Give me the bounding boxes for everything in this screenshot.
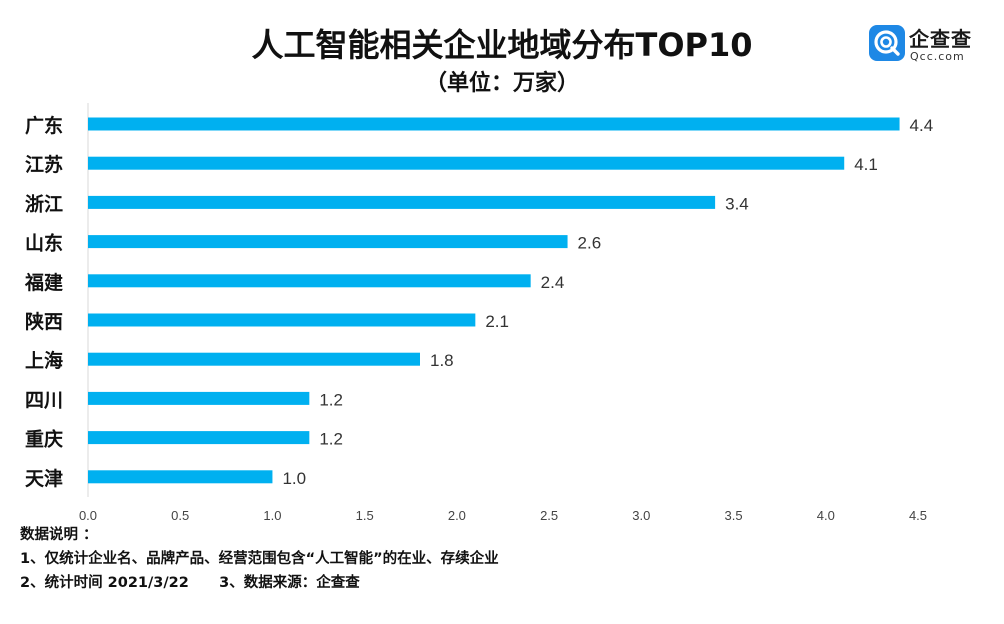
x-tick-label: 1.5 [356,508,374,523]
chart-title: 人工智能相关企业地域分布TOP10 [251,26,753,64]
data-label: 3.4 [725,194,749,213]
category-label: 江苏 [25,153,63,176]
data-label: 1.0 [282,469,306,488]
bar-chart: 广东 4.4 江苏 4.1 浙江 3.4 山东 2.6 福建 2.4 陕西 2.1 上海 1.8 四川 1.2… [24,103,934,523]
qcc-logo: 企查查 Qcc.com [869,22,979,66]
category-label: 陕西 [25,310,63,333]
x-tick-label: 3.5 [725,508,743,523]
data-label: 2.1 [485,312,509,331]
logo-domain: Qcc.com [910,50,965,63]
bar [88,352,420,366]
category-label: 福建 [24,271,63,294]
data-label: 1.2 [319,430,343,449]
category-label: 天津 [25,467,63,490]
x-tick-label: 0.0 [79,508,97,523]
category-label: 山东 [25,232,63,255]
x-tick-label: 3.0 [632,508,650,523]
data-label: 2.6 [578,234,602,253]
data-label: 4.1 [854,155,878,174]
x-tick-label: 1.0 [263,508,281,523]
data-label: 2.4 [541,273,565,292]
bar [88,431,310,445]
bar [88,117,900,131]
category-label: 浙江 [25,192,63,215]
category-label: 广东 [25,114,63,137]
data-label: 4.4 [910,116,934,135]
x-tick-label: 4.5 [909,508,927,523]
x-tick-label: 2.0 [448,508,466,523]
bar [88,313,476,327]
notes-heading: 数据说明 ： [20,527,98,543]
x-tick-label: 2.5 [540,508,558,523]
x-tick-label: 4.0 [817,508,835,523]
bar [88,235,568,249]
data-label: 1.2 [319,390,343,409]
bar [88,274,531,288]
notes-line-1: 1、仅统计企业名、品牌产品、经营范围包含“人工智能”的在业、存续企业 [20,551,499,567]
data-notes: 数据说明 ： 1、仅统计企业名、品牌产品、经营范围包含“人工智能”的在业、存续企… [20,523,499,595]
qcc-logo-icon [869,25,905,61]
bar [88,391,310,405]
bar [88,156,845,170]
chart-subtitle: （单位：万家） [424,71,579,96]
data-label: 1.8 [430,351,454,370]
notes-line-2: 2、统计时间 2021/3/22 3、数据来源：企查查 [20,575,360,591]
logo-name: 企查查 [909,27,972,51]
category-label: 四川 [25,389,63,411]
category-label: 上海 [25,349,63,372]
category-label: 重庆 [25,428,63,451]
bar [88,470,273,484]
x-tick-label: 0.5 [171,508,189,523]
bar [88,195,716,209]
